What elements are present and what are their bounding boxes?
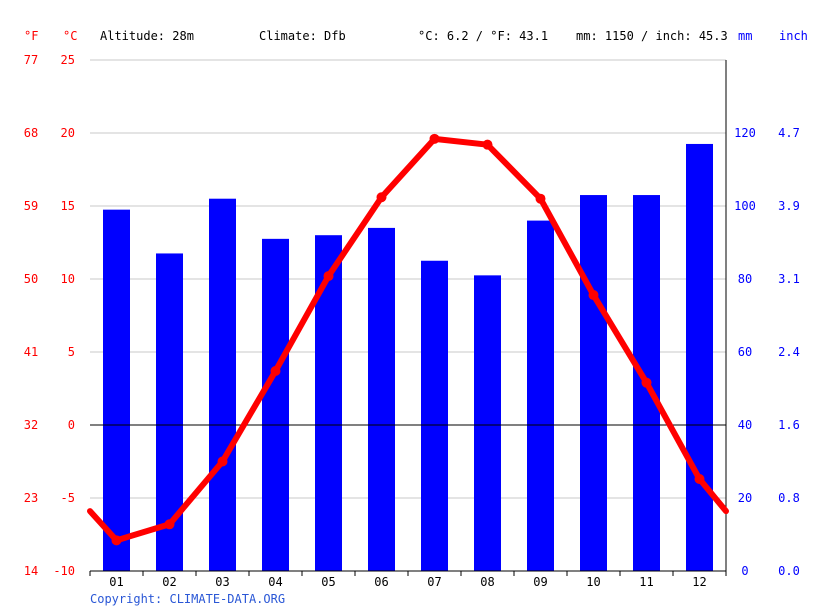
precipitation-bar [209,198,236,571]
fahrenheit-tick-label: 59 [24,199,38,213]
climate-label: Climate: Dfb [259,29,346,43]
inch-tick-label: 3.1 [778,272,800,286]
total-precipitation-label: mm: 1150 / inch: 45.3 [576,29,728,43]
temperature-point [164,519,175,530]
average-temperature-label: °C: 6.2 / °F: 43.1 [418,29,549,43]
celsius-unit-label: °C [63,29,78,43]
temperature-point [111,535,122,546]
precipitation-bar [686,143,713,571]
celsius-tick-label: -10 [53,564,75,578]
precipitation-bar [421,260,448,571]
inch-tick-label: 0.0 [778,564,800,578]
temperature-point [641,377,652,388]
precipitation-bar [368,227,395,571]
precipitation-bar [580,195,607,572]
inch-tick-label: 1.6 [778,418,800,432]
celsius-tick-label: 5 [68,345,75,359]
altitude-label: Altitude: 28m [100,29,194,43]
month-label: 05 [321,575,335,589]
month-label: 06 [374,575,388,589]
fahrenheit-tick-label: 41 [24,345,38,359]
month-label: 11 [639,575,653,589]
copyright-link[interactable]: Copyright: CLIMATE-DATA.ORG [90,592,286,606]
fahrenheit-unit-label: °F [24,29,39,43]
precipitation-bar [474,275,501,571]
month-label: 09 [533,575,547,589]
fahrenheit-tick-label: 50 [24,272,38,286]
month-label: 04 [268,575,282,589]
precipitation-bar [103,209,130,571]
temperature-point [482,139,493,150]
inch-tick-label: 4.7 [778,126,800,140]
month-label: 03 [215,575,229,589]
temperature-point [217,456,228,467]
temperature-point [588,290,599,301]
temperature-point [323,271,334,282]
mm-tick-label: 20 [738,491,752,505]
mm-tick-label: 40 [738,418,752,432]
mm-tick-label: 100 [734,199,756,213]
month-label: 08 [480,575,494,589]
celsius-tick-label: 0 [68,418,75,432]
precipitation-bar [262,238,289,571]
month-label: 10 [586,575,600,589]
precipitation-bar [315,235,342,571]
celsius-tick-label: 25 [61,53,75,67]
celsius-tick-label: 20 [61,126,75,140]
inch-unit-label: inch [779,29,808,43]
month-label: 02 [162,575,176,589]
fahrenheit-tick-label: 32 [24,418,38,432]
mm-tick-label: 60 [738,345,752,359]
temperature-point [535,193,546,204]
mm-tick-label: 0 [741,564,748,578]
temperature-point [694,474,705,485]
fahrenheit-tick-label: 23 [24,491,38,505]
inch-tick-label: 2.4 [778,345,800,359]
mm-tick-label: 80 [738,272,752,286]
fahrenheit-tick-label: 68 [24,126,38,140]
fahrenheit-tick-label: 14 [24,564,38,578]
temperature-point [376,192,387,203]
temperature-line [87,135,729,544]
inch-tick-label: 0.8 [778,491,800,505]
celsius-tick-label: 15 [61,199,75,213]
celsius-tick-label: -5 [61,491,75,505]
mm-tick-label: 120 [734,126,756,140]
celsius-tick-label: 10 [61,272,75,286]
mm-unit-label: mm [738,29,753,43]
precipitation-bar [527,220,554,571]
temperature-point [429,133,440,144]
month-label: 12 [692,575,706,589]
inch-tick-label: 3.9 [778,199,800,213]
fahrenheit-tick-label: 77 [24,53,38,67]
month-label: 01 [109,575,123,589]
temperature-point [270,365,281,376]
month-label: 07 [427,575,441,589]
